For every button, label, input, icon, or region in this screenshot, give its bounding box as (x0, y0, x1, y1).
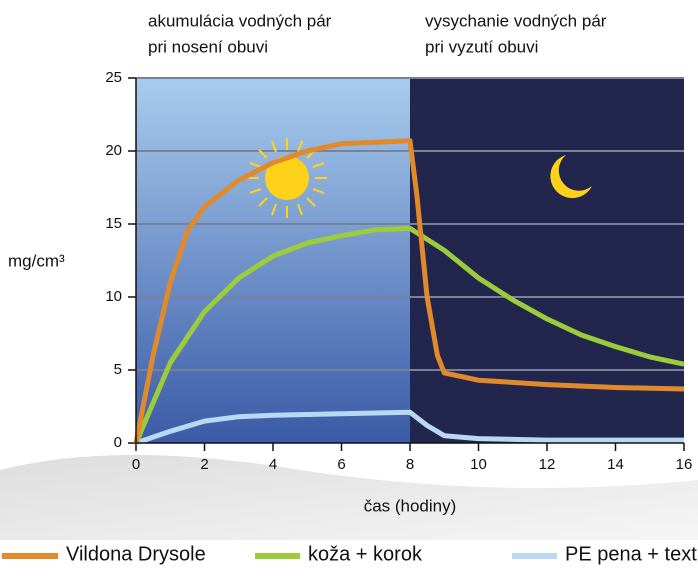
x-tick-label: 2 (200, 456, 208, 473)
x-tick-label: 8 (406, 456, 414, 473)
stone-texture (0, 455, 698, 540)
y-tick-label: 15 (105, 215, 122, 232)
x-tick-label: 14 (607, 456, 624, 473)
x-tick-label: 6 (337, 456, 345, 473)
y-axis-label: mg/cm³ (8, 251, 65, 270)
x-tick-label: 10 (470, 456, 487, 473)
y-tick-label: 0 (114, 434, 122, 451)
annotation: pri nosení obuvi (148, 37, 268, 56)
x-tick-label: 4 (269, 456, 277, 473)
legend-label: koža + korok (308, 543, 423, 565)
annotation: vysychanie vodných pár (425, 11, 607, 30)
annotation: akumulácia vodných pár (148, 11, 332, 30)
x-tick-label: 0 (132, 456, 140, 473)
y-tick-label: 20 (105, 142, 122, 159)
x-axis-label: čas (hodiny) (364, 496, 457, 515)
legend-label: Vildona Drysole (66, 543, 206, 565)
x-tick-label: 12 (539, 456, 556, 473)
annotation: pri vyzutí obuvi (425, 37, 538, 56)
legend-label: PE pena + textil (565, 543, 698, 565)
chart: akumulácia vodných pár pri nosení obuvi … (0, 0, 698, 572)
x-tick-label: 16 (676, 456, 693, 473)
y-tick-label: 25 (105, 69, 122, 86)
y-tick-label: 10 (105, 288, 122, 305)
y-tick-label: 5 (114, 361, 122, 378)
